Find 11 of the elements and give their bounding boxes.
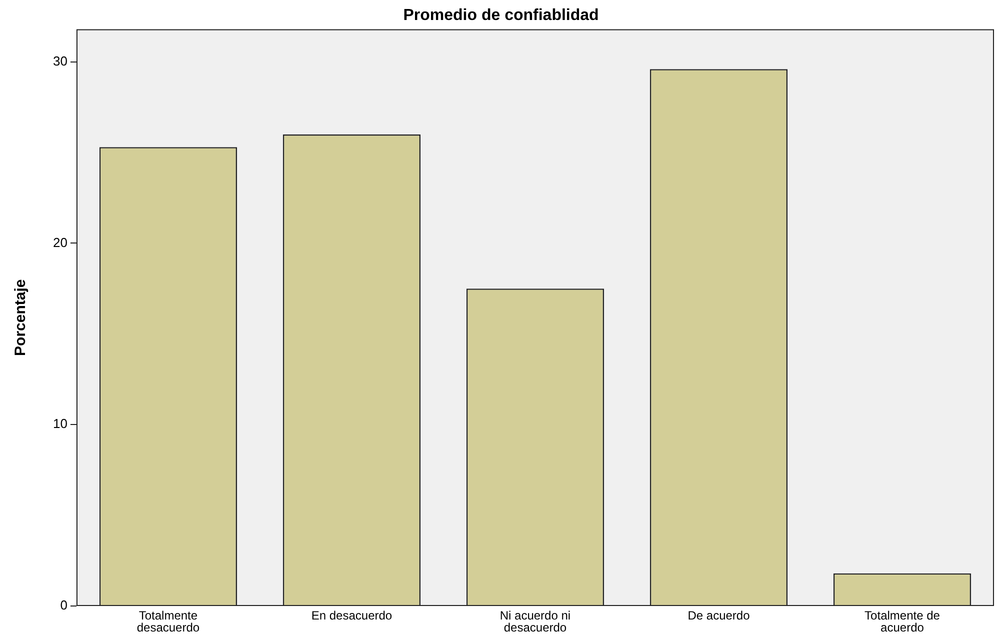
x-tick-label: Totalmente desacuerdo	[136, 608, 200, 634]
x-tick-label: Totalmente de acuerdo	[864, 608, 940, 634]
x-tick-label: Ni acuerdo ni desacuerdo	[500, 608, 571, 634]
y-tick-label: 20	[52, 234, 68, 250]
x-tick-label: De acuerdo	[688, 608, 750, 622]
chart-title: Promedio de confiablidad	[403, 7, 599, 24]
y-tick-label: 10	[52, 416, 68, 432]
y-tick-label: 0	[60, 598, 68, 613]
y-tick-label: 30	[52, 53, 68, 68]
x-tick-label: En desacuerdo	[311, 608, 392, 622]
y-axis-title: Porcentaje	[12, 279, 30, 356]
